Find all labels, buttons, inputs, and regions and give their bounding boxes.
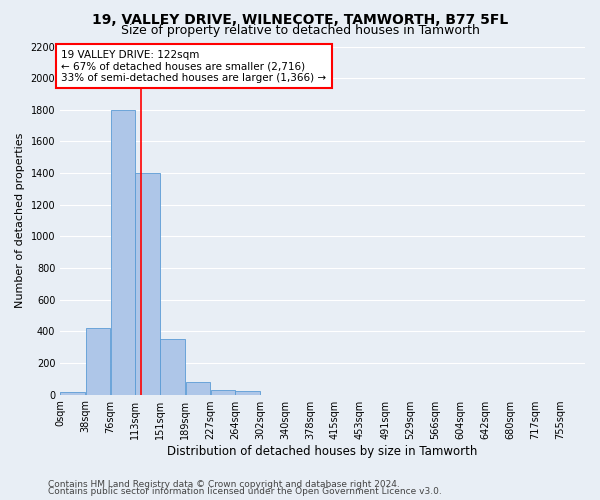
Text: Contains public sector information licensed under the Open Government Licence v3: Contains public sector information licen… bbox=[48, 487, 442, 496]
Text: 19, VALLEY DRIVE, WILNECOTE, TAMWORTH, B77 5FL: 19, VALLEY DRIVE, WILNECOTE, TAMWORTH, B… bbox=[92, 12, 508, 26]
Text: 19 VALLEY DRIVE: 122sqm
← 67% of detached houses are smaller (2,716)
33% of semi: 19 VALLEY DRIVE: 122sqm ← 67% of detache… bbox=[61, 50, 326, 83]
Bar bbox=[86, 328, 110, 394]
X-axis label: Distribution of detached houses by size in Tamworth: Distribution of detached houses by size … bbox=[167, 444, 478, 458]
Text: Contains HM Land Registry data © Crown copyright and database right 2024.: Contains HM Land Registry data © Crown c… bbox=[48, 480, 400, 489]
Bar bbox=[61, 392, 85, 394]
Bar bbox=[111, 110, 135, 395]
Bar bbox=[135, 173, 160, 394]
Bar bbox=[211, 390, 235, 394]
Bar bbox=[235, 392, 260, 394]
Bar bbox=[185, 382, 210, 394]
Y-axis label: Number of detached properties: Number of detached properties bbox=[15, 133, 25, 308]
Text: Size of property relative to detached houses in Tamworth: Size of property relative to detached ho… bbox=[121, 24, 479, 37]
Bar bbox=[160, 339, 185, 394]
